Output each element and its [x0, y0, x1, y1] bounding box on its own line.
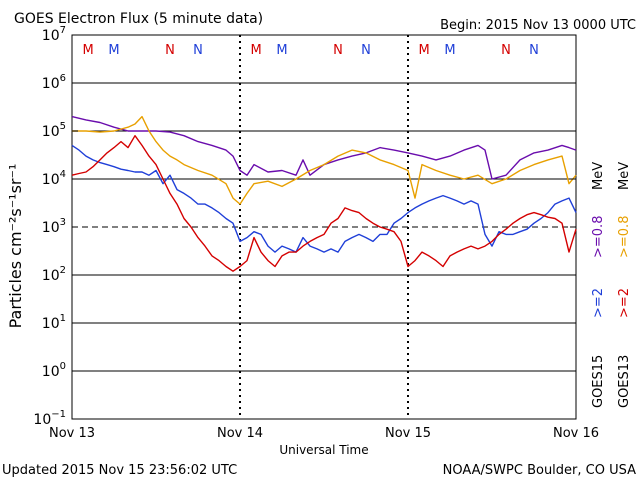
- legend-goes13-ge2: >=2: [617, 288, 632, 318]
- day-separators: [239, 35, 409, 419]
- event-marker: M: [276, 43, 287, 58]
- y-tick-label: 102: [42, 265, 66, 284]
- legend-mev-2: MeV: [617, 162, 632, 190]
- legend-goes15: GOES15: [591, 355, 606, 408]
- y-tick-label: 10−1: [33, 409, 66, 428]
- legend-goes15-ge08: >=0.8: [591, 216, 606, 258]
- credit-label: NOAA/SWPC Boulder, CO USA: [443, 463, 636, 478]
- begin-label: Begin: 2015 Nov 13 0000 UTC: [440, 18, 636, 33]
- series-line: [71, 115, 577, 180]
- event-marker: M: [250, 43, 261, 58]
- x-tick-label: Nov 16: [553, 426, 599, 441]
- y-tick-label: 107: [42, 25, 66, 44]
- event-marker: N: [165, 43, 175, 58]
- y-tick-label: 103: [42, 217, 66, 236]
- event-marker: N: [529, 43, 539, 58]
- event-marker: M: [108, 43, 119, 58]
- y-axis-label: Particles cm⁻²s⁻¹sr⁻¹: [6, 164, 25, 329]
- updated-timestamp: Updated 2015 Nov 15 23:56:02 UTC: [2, 463, 237, 478]
- x-tick-labels: Nov 13 Nov 14 Nov 15 Nov 16: [49, 426, 599, 441]
- y-tick-label: 100: [42, 361, 66, 380]
- legend-mev-1: MeV: [591, 162, 606, 190]
- event-marker: M: [444, 43, 455, 58]
- y-tick-label: 101: [42, 313, 66, 332]
- legend-goes13: GOES13: [617, 355, 632, 408]
- x-axis-label: Universal Time: [279, 443, 368, 457]
- event-marker: M: [82, 43, 93, 58]
- event-marker: N: [501, 43, 511, 58]
- legend: GOES15 >=2 >=0.8 MeV GOES13 >=2 >=0.8 Me…: [591, 162, 632, 408]
- x-tick-label: Nov 15: [385, 426, 431, 441]
- y-tick-label: 106: [42, 73, 66, 92]
- event-marker: N: [361, 43, 371, 58]
- chart-title: GOES Electron Flux (5 minute data): [14, 11, 263, 27]
- series-line: [72, 115, 577, 205]
- series-lines: [71, 115, 577, 272]
- y-tick-label: 104: [42, 169, 66, 188]
- series-line: [71, 144, 577, 253]
- x-tick-label: Nov 13: [49, 426, 95, 441]
- y-tick-labels: 107 106 105 104 103 102 101 100 10−1: [33, 25, 576, 428]
- event-marker: N: [193, 43, 203, 58]
- x-tick-label: Nov 14: [217, 426, 263, 441]
- legend-goes15-ge2: >=2: [591, 288, 606, 318]
- event-marker: M: [418, 43, 429, 58]
- event-marker: N: [333, 43, 343, 58]
- legend-goes13-ge08: >=0.8: [617, 216, 632, 258]
- grid-lines: [72, 82, 576, 372]
- series-line: [71, 134, 577, 272]
- y-tick-label: 105: [42, 121, 66, 140]
